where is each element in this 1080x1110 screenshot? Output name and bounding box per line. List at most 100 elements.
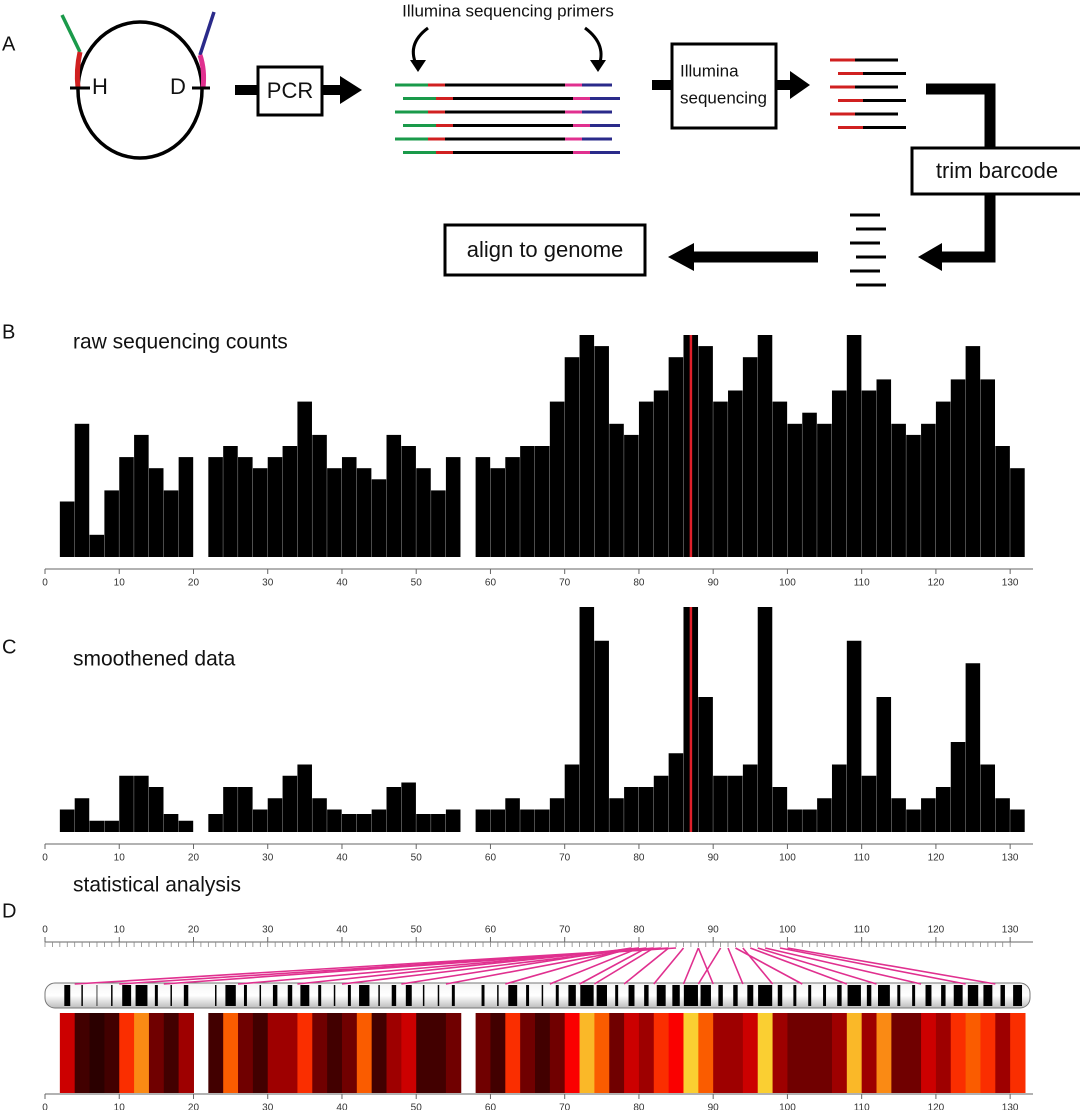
bar: [861, 390, 877, 557]
x-tick-label: 60: [485, 853, 497, 864]
bar: [297, 764, 312, 832]
bar: [356, 814, 372, 832]
link: [750, 947, 848, 985]
heat-cell: [713, 1013, 729, 1093]
bar: [208, 814, 223, 832]
link: [549, 947, 640, 985]
bar: [1010, 809, 1025, 832]
bar: [772, 787, 788, 832]
link: [653, 947, 685, 985]
bar: [995, 446, 1010, 557]
bar: [594, 640, 609, 832]
x-tick-label: 130: [1002, 925, 1019, 936]
link: [727, 947, 744, 985]
panel-label: D: [2, 900, 16, 922]
red-arm: [74, 51, 83, 89]
sequencing-label: Illumina: [680, 61, 739, 80]
arrow-head: [790, 71, 810, 99]
bar: [950, 742, 966, 832]
bar: [713, 775, 728, 832]
bar: [341, 814, 357, 832]
x-tick-label: 100: [779, 578, 796, 589]
heat-cell: [906, 1013, 922, 1093]
bar: [668, 753, 684, 832]
bar: [757, 607, 773, 832]
bar: [119, 457, 134, 557]
heat-cell: [267, 1013, 284, 1093]
heat-cell: [341, 1013, 358, 1093]
bar: [312, 434, 327, 557]
x-tick-label: 100: [779, 925, 796, 936]
heat-cell: [505, 1013, 521, 1093]
heat-cell: [935, 1013, 952, 1093]
x-tick-label: 50: [411, 578, 423, 589]
link: [593, 947, 655, 985]
bar: [297, 401, 312, 557]
heat-cell: [89, 1013, 105, 1093]
x-tick-label: 80: [633, 925, 645, 936]
bar: [757, 335, 773, 557]
x-tick-label: 0: [42, 578, 48, 589]
heat-cell: [624, 1013, 640, 1093]
heat-cell: [891, 1013, 907, 1093]
x-tick-label: 120: [928, 1103, 945, 1110]
bar: [520, 809, 535, 832]
heat-cell: [134, 1013, 150, 1093]
bar: [267, 798, 283, 832]
x-tick-label: 90: [708, 1103, 720, 1110]
heat-cell: [698, 1013, 714, 1093]
bar: [282, 446, 298, 557]
x-tick-label: 70: [559, 578, 571, 589]
heat-cell: [995, 1013, 1011, 1093]
bar: [89, 820, 105, 832]
bar: [59, 501, 75, 557]
reads: [830, 58, 906, 129]
link: [757, 947, 877, 985]
x-tick-label: 90: [708, 578, 720, 589]
bar: [921, 798, 936, 832]
bar: [579, 607, 595, 832]
green-arm: [60, 14, 82, 53]
link: [505, 947, 632, 985]
bar: [802, 412, 817, 557]
link: [401, 947, 632, 985]
arrow-head: [410, 60, 426, 72]
heat-cell: [668, 1013, 684, 1093]
heat-cell: [742, 1013, 759, 1093]
link: [779, 947, 966, 985]
x-tick-label: 40: [336, 853, 348, 864]
bar: [445, 809, 461, 832]
heat-cell: [728, 1013, 744, 1093]
bar: [267, 457, 283, 557]
bar: [891, 798, 906, 832]
heat-cell: [282, 1013, 298, 1093]
x-tick-label: 80: [633, 578, 645, 589]
bar: [490, 468, 506, 557]
bar: [698, 697, 713, 832]
panel-label: A: [2, 33, 16, 55]
bar: [163, 814, 179, 832]
amplicons: [395, 83, 620, 154]
x-tick-label: 20: [188, 1103, 200, 1110]
chart-title: smoothened data: [73, 648, 236, 671]
heat-cell: [445, 1013, 462, 1093]
x-tick-label: 0: [42, 925, 48, 936]
bar: [713, 401, 728, 557]
heat-cell: [831, 1013, 848, 1093]
bar: [742, 764, 758, 832]
x-tick-label: 30: [262, 578, 274, 589]
heat-cell: [549, 1013, 566, 1093]
sequencing-label: sequencing: [680, 88, 767, 107]
x-tick-label: 20: [188, 578, 200, 589]
x-tick-label: 10: [114, 578, 126, 589]
heat-cell: [980, 1013, 996, 1093]
bar: [831, 390, 847, 557]
bar: [980, 379, 996, 557]
bar: [906, 809, 921, 832]
bar: [728, 775, 743, 832]
bar: [638, 787, 654, 832]
bar: [104, 490, 119, 557]
blue-arm: [198, 11, 216, 56]
heat-cell: [297, 1013, 313, 1093]
bar: [624, 434, 639, 557]
